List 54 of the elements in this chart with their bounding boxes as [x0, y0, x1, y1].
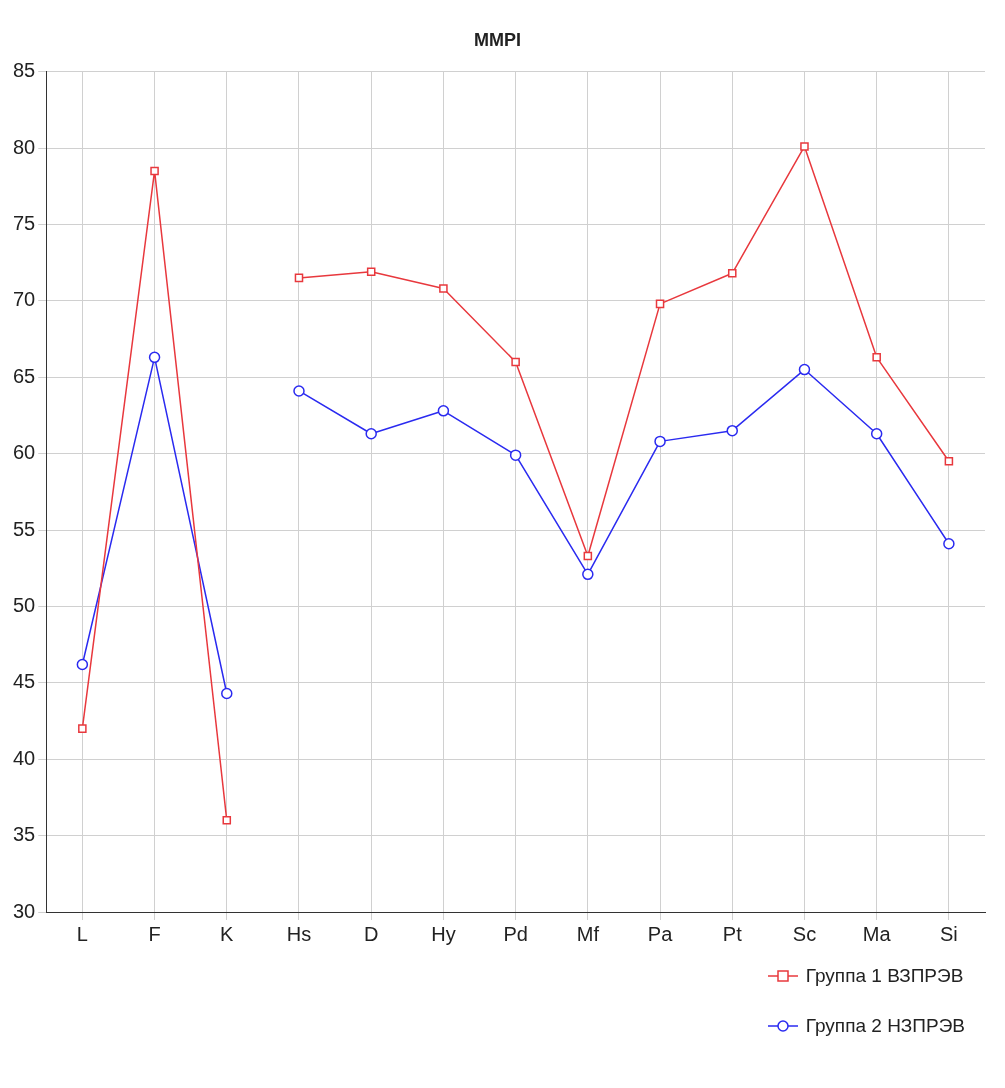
point: [293, 385, 305, 397]
y-tick-label: 80: [13, 135, 36, 158]
x-tick-label: Pd: [503, 922, 528, 945]
point: [437, 405, 450, 417]
point: [222, 816, 232, 825]
point: [583, 551, 593, 561]
point: [294, 273, 304, 283]
point: [655, 299, 665, 309]
y-tick-label: 70: [13, 288, 36, 311]
legend-label: Группа 2 НЗПРЭВ: [805, 1015, 965, 1037]
point: [654, 435, 666, 448]
point: [726, 424, 739, 437]
point: [150, 166, 159, 176]
y-tick-label: 85: [13, 59, 36, 82]
x-tick-label: L: [76, 922, 88, 945]
chart-title: MMPI: [474, 29, 521, 50]
point: [78, 724, 87, 733]
y-tick-label: 30: [13, 899, 36, 922]
point: [221, 687, 233, 700]
point: [727, 269, 737, 278]
y-tick-label: 35: [13, 823, 36, 846]
x-tick-label: Ma: [862, 922, 892, 945]
x-tick-label: F: [148, 922, 161, 945]
x-tick-label: Pa: [647, 922, 674, 945]
point: [439, 284, 448, 293]
x-tick-label: K: [220, 922, 235, 945]
point: [944, 456, 954, 466]
x-tick-label: Sc: [792, 922, 817, 945]
point: [872, 353, 881, 362]
point: [870, 427, 883, 440]
x-tick-label: D: [363, 922, 379, 945]
y-tick-label: 40: [13, 746, 36, 769]
x-tick-label: Hs: [286, 922, 312, 945]
point: [511, 357, 520, 367]
y-tick-label: 50: [13, 593, 36, 616]
point: [148, 351, 161, 364]
point: [509, 449, 522, 461]
legend-label: Группа 1 ВЗПРЭВ: [805, 965, 964, 987]
y-tick-label: 45: [13, 670, 36, 693]
x-tick-label: Mf: [576, 922, 600, 945]
y-tick-label: 75: [13, 211, 36, 234]
x-tick-label: Hy: [431, 922, 456, 945]
point: [76, 658, 89, 671]
y-tick-label: 60: [13, 441, 36, 464]
point: [366, 267, 376, 277]
y-tick-label: 55: [13, 517, 36, 540]
point: [943, 538, 955, 550]
y-tick-label: 65: [13, 364, 36, 387]
point: [365, 427, 377, 440]
point: [582, 568, 594, 581]
x-tick-label: Si: [940, 922, 958, 945]
point: [800, 142, 809, 151]
point: [798, 363, 811, 376]
x-tick-label: Pt: [722, 922, 743, 945]
